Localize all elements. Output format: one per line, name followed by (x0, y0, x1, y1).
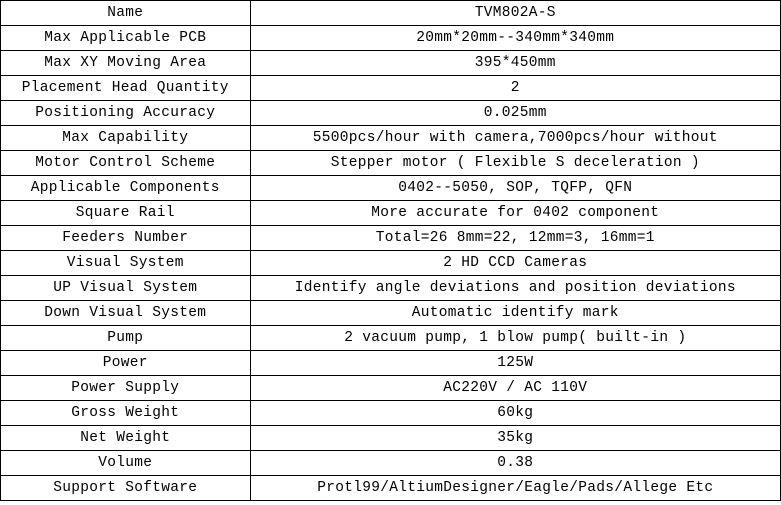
spec-value: 0.025mm (250, 101, 780, 126)
spec-value: Stepper motor ( Flexible S deceleration … (250, 151, 780, 176)
table-row: Down Visual SystemAutomatic identify mar… (1, 301, 781, 326)
spec-label: Down Visual System (1, 301, 251, 326)
table-row: Max XY Moving Area395*450mm (1, 51, 781, 76)
spec-label: Feeders Number (1, 226, 251, 251)
spec-label: Square Rail (1, 201, 251, 226)
spec-value: 0.38 (250, 451, 780, 476)
table-row: Net Weight35kg (1, 426, 781, 451)
spec-value: 395*450mm (250, 51, 780, 76)
spec-label: Support Software (1, 476, 251, 501)
table-row: Square RailMore accurate for 0402 compon… (1, 201, 781, 226)
spec-label: Power Supply (1, 376, 251, 401)
spec-table: NameTVM802A-SMax Applicable PCB20mm*20mm… (0, 0, 781, 501)
table-row: Pump2 vacuum pump, 1 blow pump( built-in… (1, 326, 781, 351)
spec-value: 2 HD CCD Cameras (250, 251, 780, 276)
table-row: Gross Weight60kg (1, 401, 781, 426)
table-row: Max Capability5500pcs/hour with camera,7… (1, 126, 781, 151)
spec-label: Positioning Accuracy (1, 101, 251, 126)
spec-label: Max XY Moving Area (1, 51, 251, 76)
spec-value: Protl99/AltiumDesigner/Eagle/Pads/Allege… (250, 476, 780, 501)
table-row: Power SupplyAC220V / AC 110V (1, 376, 781, 401)
table-row: Support SoftwareProtl99/AltiumDesigner/E… (1, 476, 781, 501)
table-row: Visual System2 HD CCD Cameras (1, 251, 781, 276)
spec-value: 5500pcs/hour with camera,7000pcs/hour wi… (250, 126, 780, 151)
spec-value: 2 vacuum pump, 1 blow pump( built-in ) (250, 326, 780, 351)
spec-value: 0402--5050, SOP, TQFP, QFN (250, 176, 780, 201)
table-row: Placement Head Quantity2 (1, 76, 781, 101)
table-row: Applicable Components0402--5050, SOP, TQ… (1, 176, 781, 201)
table-row: Feeders NumberTotal=26 8mm=22, 12mm=3, 1… (1, 226, 781, 251)
spec-value: AC220V / AC 110V (250, 376, 780, 401)
spec-value: 125W (250, 351, 780, 376)
table-row: UP Visual SystemIdentify angle deviation… (1, 276, 781, 301)
table-row: Positioning Accuracy0.025mm (1, 101, 781, 126)
spec-value: 60kg (250, 401, 780, 426)
spec-label: Pump (1, 326, 251, 351)
spec-label: Max Applicable PCB (1, 26, 251, 51)
table-row: Motor Control SchemeStepper motor ( Flex… (1, 151, 781, 176)
table-row: Power125W (1, 351, 781, 376)
spec-label: Motor Control Scheme (1, 151, 251, 176)
spec-label: Net Weight (1, 426, 251, 451)
spec-label: UP Visual System (1, 276, 251, 301)
spec-value: Total=26 8mm=22, 12mm=3, 16mm=1 (250, 226, 780, 251)
spec-value: 35kg (250, 426, 780, 451)
spec-label: Max Capability (1, 126, 251, 151)
spec-label: Applicable Components (1, 176, 251, 201)
table-row: NameTVM802A-S (1, 1, 781, 26)
spec-value: TVM802A-S (250, 1, 780, 26)
spec-value: More accurate for 0402 component (250, 201, 780, 226)
table-row: Volume0.38 (1, 451, 781, 476)
spec-value: Automatic identify mark (250, 301, 780, 326)
spec-value: 2 (250, 76, 780, 101)
table-row: Max Applicable PCB20mm*20mm--340mm*340mm (1, 26, 781, 51)
spec-value: 20mm*20mm--340mm*340mm (250, 26, 780, 51)
spec-label: Gross Weight (1, 401, 251, 426)
spec-label: Volume (1, 451, 251, 476)
spec-label: Visual System (1, 251, 251, 276)
spec-label: Name (1, 1, 251, 26)
spec-label: Power (1, 351, 251, 376)
spec-value: Identify angle deviations and position d… (250, 276, 780, 301)
spec-label: Placement Head Quantity (1, 76, 251, 101)
spec-table-body: NameTVM802A-SMax Applicable PCB20mm*20mm… (1, 1, 781, 501)
